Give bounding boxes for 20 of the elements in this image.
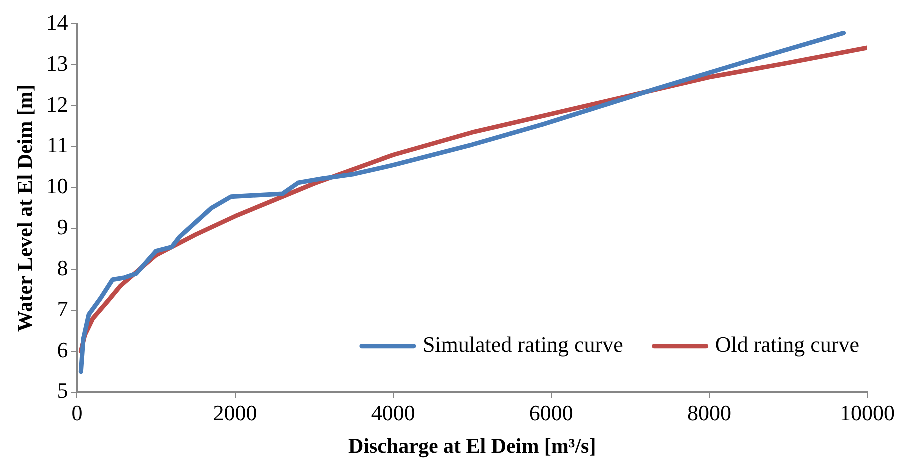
y-tick-label: 8 <box>57 255 68 280</box>
x-tick-label: 0 <box>72 400 83 426</box>
x-tick-label: 2000 <box>213 400 258 426</box>
x-tick-label: 10000 <box>840 400 895 426</box>
y-tick-label: 10 <box>46 174 68 199</box>
x-axis-title: Discharge at El Deim [m³/s] <box>348 434 596 458</box>
y-tick-label: 9 <box>57 214 68 240</box>
legend-label: Old rating curve <box>715 332 860 358</box>
x-tick-label: 4000 <box>371 400 416 426</box>
y-tick-label: 13 <box>46 50 68 76</box>
y-tick-label: 6 <box>57 337 68 362</box>
y-axis-title: Water Level at El Deim [m] <box>13 84 38 332</box>
y-tick-label: 11 <box>47 132 68 158</box>
y-tick-label: 14 <box>46 10 68 35</box>
y-tick-label: 12 <box>46 92 68 117</box>
y-tick-label: 5 <box>57 378 68 404</box>
x-tick-label: 8000 <box>687 400 732 426</box>
x-tick-label: 6000 <box>529 400 574 426</box>
legend-label: Simulated rating curve <box>422 332 624 358</box>
y-tick-label: 7 <box>57 296 68 322</box>
